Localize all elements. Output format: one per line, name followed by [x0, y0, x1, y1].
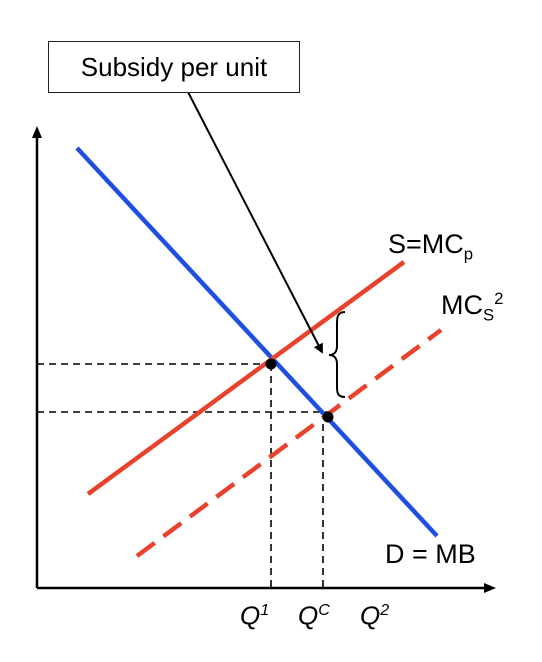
callout-label: Subsidy per unit [80, 51, 268, 82]
subsidy-brace [328, 311, 346, 398]
x-axis-arrow-icon [484, 583, 496, 593]
supply-curve-label: S=MCp [388, 229, 474, 264]
demand-curve-label: D = MB [385, 539, 476, 569]
social-cost-label: MCS2 [441, 289, 504, 325]
quantity-label-1: Q1 [240, 600, 270, 631]
quantity-label-2: Q2 [360, 600, 390, 631]
y-axis-arrow-icon [32, 126, 42, 138]
equilibrium-point-c [322, 411, 334, 423]
demand-curve [75, 146, 439, 538]
quantity-label-c: QC [298, 600, 330, 631]
callout-arrow [187, 91, 323, 354]
equilibrium-point-1 [265, 358, 277, 370]
social-cost-curve [135, 328, 443, 558]
supply-curve [86, 260, 406, 496]
callout-box: Subsidy per unit [48, 41, 300, 93]
